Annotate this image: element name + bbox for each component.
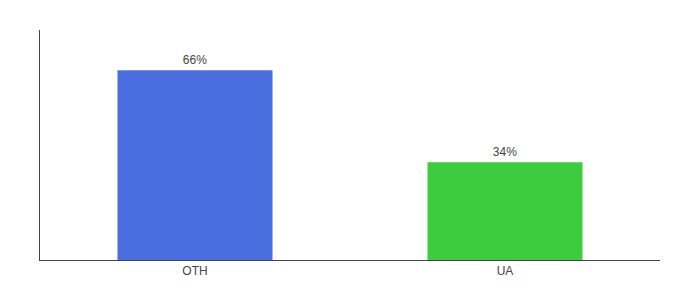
svg-text:66%: 66% — [183, 53, 207, 67]
svg-text:34%: 34% — [493, 145, 517, 159]
svg-text:OTH: OTH — [182, 264, 207, 278]
svg-text:UA: UA — [497, 264, 514, 278]
